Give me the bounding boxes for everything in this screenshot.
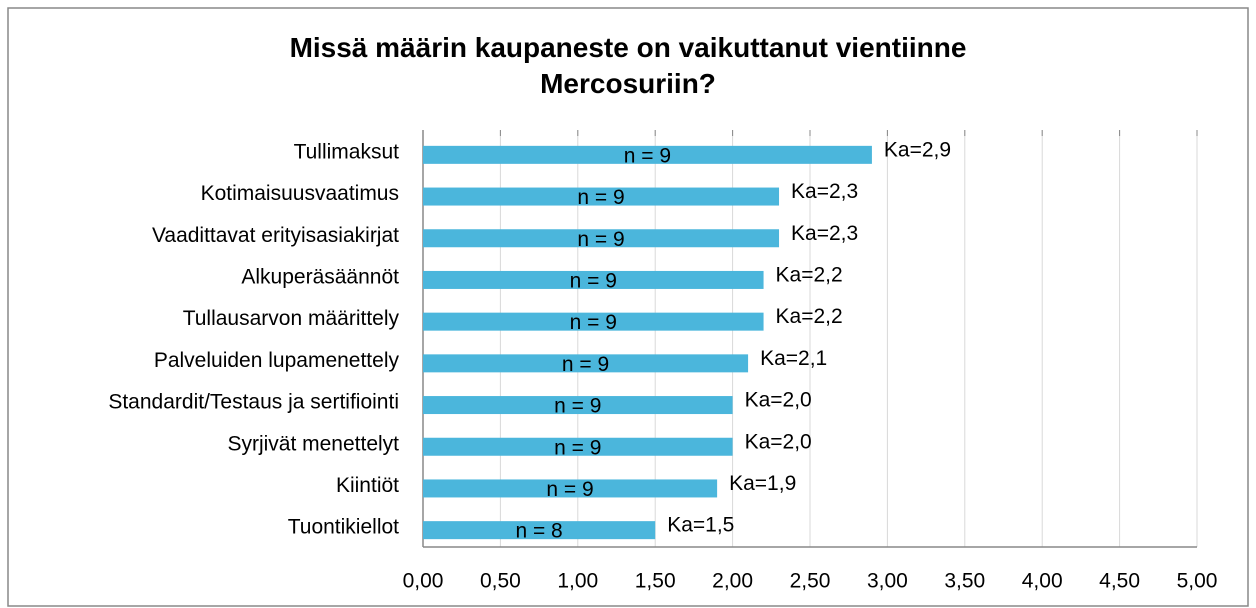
data-label: Ka=2,9 bbox=[884, 138, 951, 161]
bar bbox=[423, 187, 780, 206]
annotation: n = 9 bbox=[570, 269, 617, 292]
bar bbox=[423, 229, 780, 248]
bar bbox=[423, 521, 656, 540]
y-tick-label: Tullimaksut bbox=[294, 140, 400, 163]
data-label: Ka=2,1 bbox=[760, 347, 827, 370]
bar bbox=[423, 145, 872, 164]
data-label: Ka=1,9 bbox=[729, 472, 796, 495]
bar bbox=[423, 354, 749, 373]
x-tick-label: 3,50 bbox=[944, 570, 985, 593]
x-tick-label: 3,00 bbox=[867, 570, 908, 593]
y-tick-label: Kiintiöt bbox=[336, 474, 399, 497]
data-label: Ka=2,2 bbox=[776, 263, 843, 286]
y-tick-label: Tuontikiellot bbox=[288, 516, 399, 539]
annotation: n = 9 bbox=[577, 186, 624, 209]
data-label: Ka=2,0 bbox=[745, 430, 812, 453]
annotation: n = 9 bbox=[554, 436, 601, 459]
x-tick-label: 4,50 bbox=[1099, 570, 1140, 593]
annotation: n = 9 bbox=[562, 353, 609, 376]
annotation: n = 9 bbox=[570, 311, 617, 334]
data-label: Ka=2,2 bbox=[776, 305, 843, 328]
x-tick-label: 2,50 bbox=[790, 570, 831, 593]
y-tick-label: Syrjivät menettelyt bbox=[227, 432, 399, 455]
y-tick-label: Vaadittavat erityisasiakirjat bbox=[152, 224, 399, 247]
annotation: n = 9 bbox=[624, 144, 671, 167]
annotation: n = 9 bbox=[546, 478, 593, 501]
chart-frame bbox=[7, 7, 1249, 607]
x-tick-label: 2,00 bbox=[712, 570, 753, 593]
bar bbox=[423, 479, 718, 498]
y-tick-label: Standardit/Testaus ja sertifiointi bbox=[108, 391, 399, 414]
bar bbox=[423, 270, 764, 289]
data-label: Ka=2,3 bbox=[791, 180, 858, 203]
data-label: Ka=2,3 bbox=[791, 222, 858, 245]
x-tick-label: 0,50 bbox=[480, 570, 521, 593]
annotation: n = 9 bbox=[577, 228, 624, 251]
x-tick-label: 0,00 bbox=[403, 570, 444, 593]
bar bbox=[423, 396, 733, 415]
annotation: n = 9 bbox=[554, 395, 601, 418]
bar bbox=[423, 437, 733, 456]
annotation: n = 8 bbox=[515, 520, 562, 543]
bar bbox=[423, 312, 764, 331]
chart-title: Missä määrin kaupaneste on vaikuttanut v… bbox=[289, 32, 967, 99]
x-tick-label: 4,00 bbox=[1022, 570, 1063, 593]
x-tick-label: 1,00 bbox=[557, 570, 598, 593]
y-tick-label: Kotimaisuusvaatimus bbox=[201, 182, 399, 205]
data-label: Ka=2,0 bbox=[745, 389, 812, 412]
y-tick-label: Tullausarvon määrittely bbox=[183, 307, 400, 330]
y-tick-label: Palveluiden lupamenettely bbox=[154, 349, 400, 372]
y-tick-label: Alkuperäsäännöt bbox=[241, 265, 399, 288]
x-tick-label: 5,00 bbox=[1177, 570, 1218, 593]
x-tick-label: 1,50 bbox=[635, 570, 676, 593]
data-label: Ka=1,5 bbox=[667, 514, 734, 537]
